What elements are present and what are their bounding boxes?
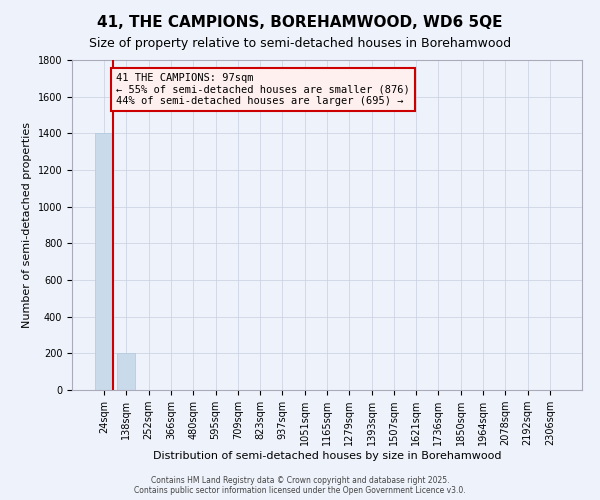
Bar: [118, 354, 136, 390]
X-axis label: Distribution of semi-detached houses by size in Borehamwood: Distribution of semi-detached houses by …: [153, 451, 501, 461]
Text: Size of property relative to semi-detached houses in Borehamwood: Size of property relative to semi-detach…: [89, 38, 511, 51]
Text: 41, THE CAMPIONS, BOREHAMWOOD, WD6 5QE: 41, THE CAMPIONS, BOREHAMWOOD, WD6 5QE: [97, 15, 503, 30]
Text: 41 THE CAMPIONS: 97sqm
← 55% of semi-detached houses are smaller (876)
44% of se: 41 THE CAMPIONS: 97sqm ← 55% of semi-det…: [116, 73, 410, 106]
Text: Contains HM Land Registry data © Crown copyright and database right 2025.
Contai: Contains HM Land Registry data © Crown c…: [134, 476, 466, 495]
Bar: [95, 134, 113, 390]
Y-axis label: Number of semi-detached properties: Number of semi-detached properties: [22, 122, 32, 328]
